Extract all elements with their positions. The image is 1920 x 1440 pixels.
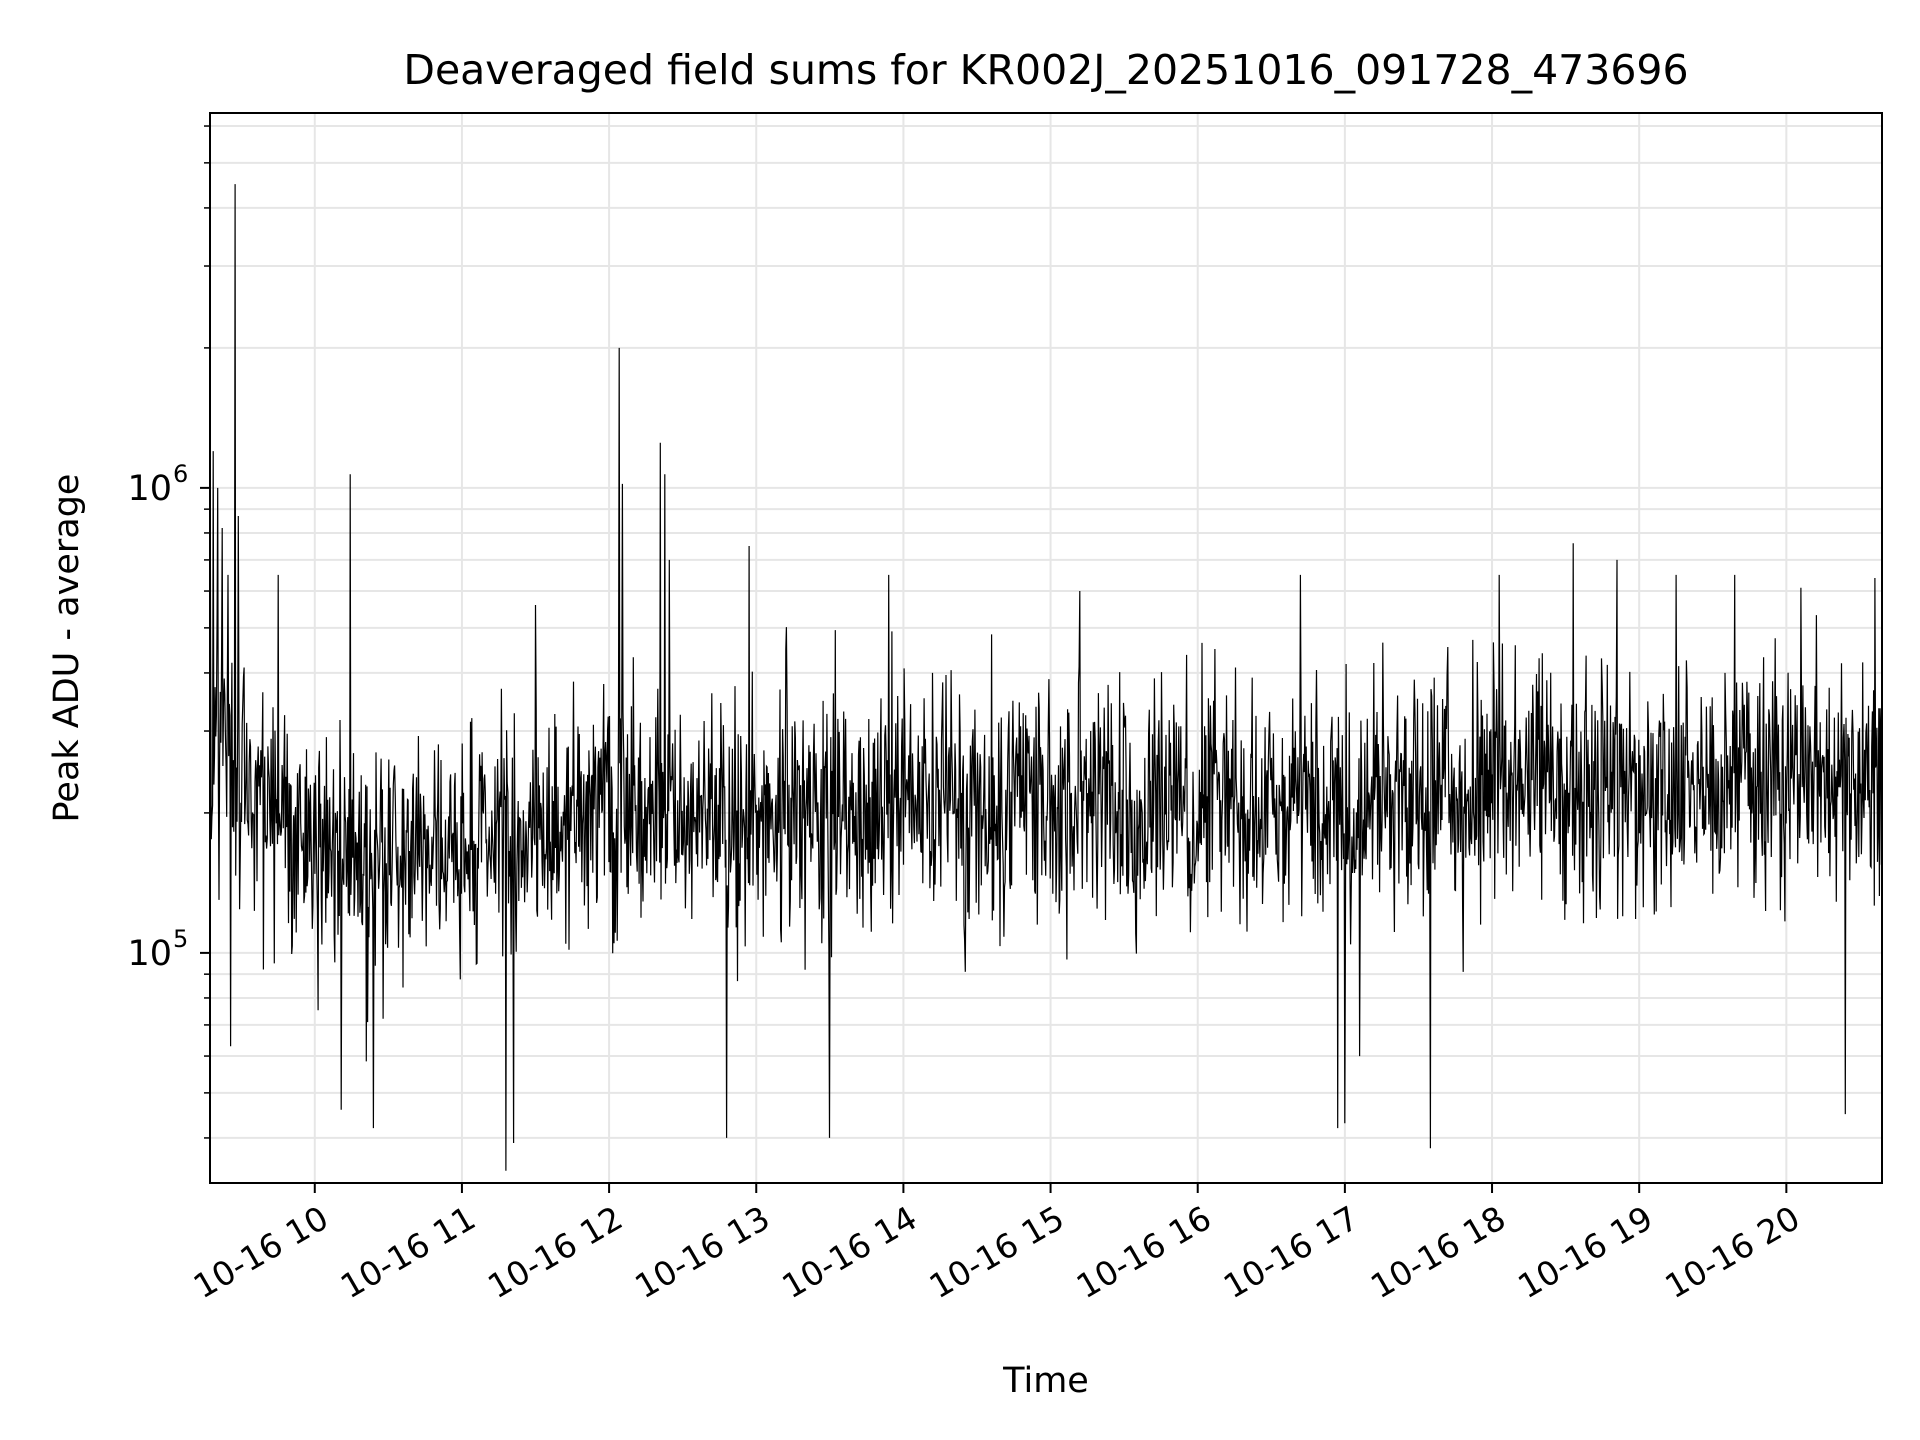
x-axis-label: Time xyxy=(1002,1361,1089,1401)
y-tick-label: 10 6 xyxy=(127,460,188,509)
y-tick-label-exponent: 5 xyxy=(173,925,188,953)
grid xyxy=(210,113,1882,1183)
y-tick-label-base: 10 xyxy=(127,469,172,509)
y-tick-label-exponent: 6 xyxy=(173,460,188,488)
plot-area-frame xyxy=(209,112,1883,1184)
y-axis-label: Peak ADU - average xyxy=(47,474,87,823)
series-path xyxy=(209,184,1883,1171)
y-tick-label-base: 10 xyxy=(127,934,172,974)
chart-title: Deaveraged field sums for KR002J_2025101… xyxy=(403,46,1688,94)
series-line xyxy=(209,184,1883,1171)
y-tick-label: 10 5 xyxy=(127,925,188,974)
